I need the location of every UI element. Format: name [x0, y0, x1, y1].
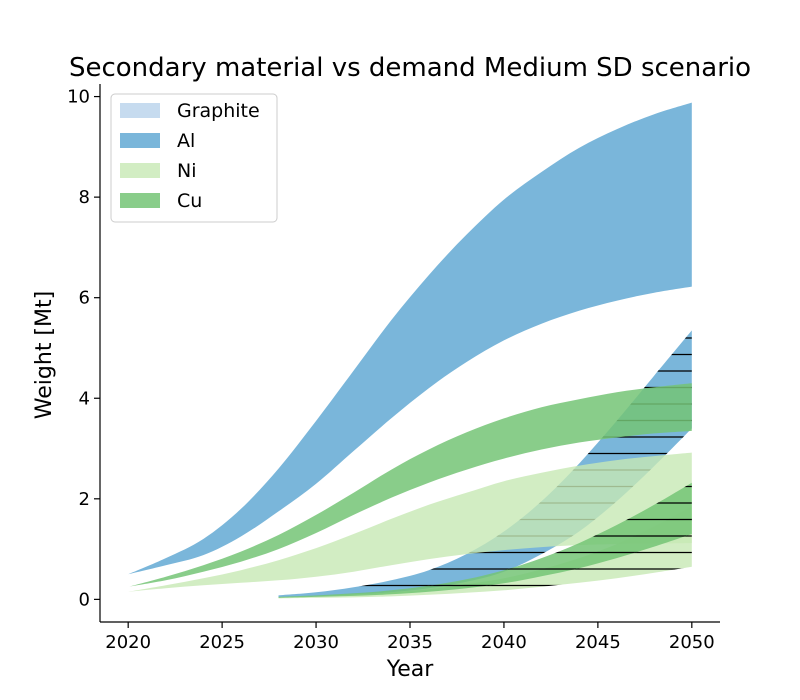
- legend-swatch-ni: [120, 163, 160, 178]
- x-tick-label: 2045: [575, 632, 621, 653]
- x-tick-label: 2035: [387, 632, 433, 653]
- x-ticks: 2020 2025 2030 2035 2040 2045 2050: [105, 622, 715, 653]
- plot-areas: [128, 102, 692, 599]
- legend-swatch-al: [120, 133, 160, 148]
- legend: Graphite Al Ni Cu: [110, 93, 278, 223]
- x-tick-label: 2025: [199, 632, 245, 653]
- y-axis-label: Weight [Mt]: [32, 291, 57, 419]
- legend-label-al: Al: [177, 130, 195, 152]
- y-tick-label: 6: [79, 288, 90, 309]
- axes: 2020 2025 2030 2035 2040 2045 2050 0 2 4 6 8 10: [67, 84, 720, 653]
- x-axis-label: Year: [386, 657, 435, 682]
- legend-label-graphite: Graphite: [177, 100, 260, 122]
- legend-label-ni: Ni: [177, 160, 197, 182]
- al-demand-band: [128, 102, 692, 575]
- legend-label-cu: Cu: [177, 190, 202, 212]
- ni-demand-band: [128, 452, 692, 592]
- cu-demand-band: [128, 383, 692, 587]
- y-tick-label: 10: [67, 87, 90, 108]
- legend-swatch-graphite: [120, 103, 160, 118]
- y-tick-label: 0: [79, 589, 90, 610]
- x-tick-label: 2020: [105, 632, 151, 653]
- y-tick-label: 8: [79, 187, 90, 208]
- cu-secondary-hatch: [278, 482, 692, 598]
- x-tick-label: 2040: [481, 632, 527, 653]
- y-ticks: 0 2 4 6 8 10: [67, 87, 100, 610]
- chart-title: Secondary material vs demand Medium SD s…: [69, 53, 751, 83]
- x-tick-label: 2050: [669, 632, 715, 653]
- legend-swatch-cu: [120, 193, 160, 208]
- ni-secondary-hatch: [278, 506, 692, 599]
- legend-frame: [110, 93, 278, 223]
- x-tick-label: 2030: [293, 632, 339, 653]
- y-tick-label: 4: [79, 388, 90, 409]
- y-tick-label: 2: [79, 489, 90, 510]
